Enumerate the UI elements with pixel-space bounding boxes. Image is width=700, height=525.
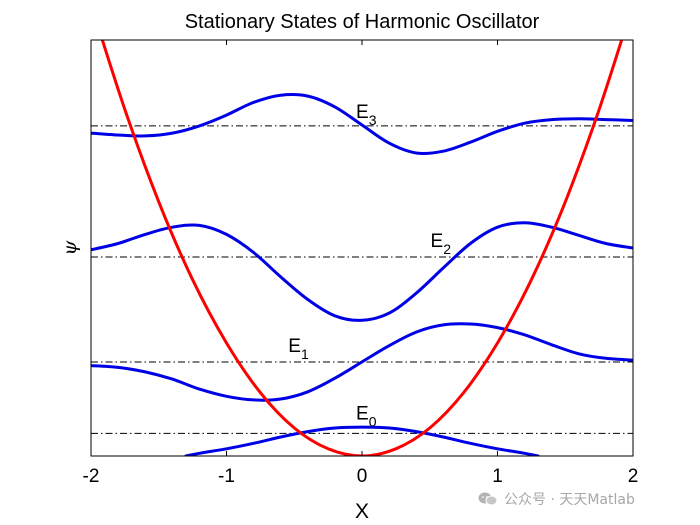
potential-curve xyxy=(100,40,624,456)
x-tick-label: 1 xyxy=(492,466,503,487)
x-tick-label: -1 xyxy=(218,466,235,487)
x-tick-label: 2 xyxy=(628,466,639,487)
level-label-E1: E1 xyxy=(288,336,309,362)
wavefunction-line-2 xyxy=(91,221,633,322)
watermark-text: 公众号 · 天天Matlab xyxy=(504,492,635,508)
level-label-E3: E3 xyxy=(356,102,377,128)
wavefunction-line-1 xyxy=(91,322,633,402)
wavefunction-line-3 xyxy=(91,92,633,156)
x-axis-ticks: -2 -1 0 1 2 xyxy=(83,40,639,487)
x-tick-label: -2 xyxy=(83,466,100,487)
wavefunction-line-0 xyxy=(184,425,540,456)
level-label-E2: E2 xyxy=(431,231,452,257)
energy-levels-layer xyxy=(91,92,633,456)
potential-layer xyxy=(100,40,624,456)
wechat-icon xyxy=(478,492,498,506)
watermark: 公众号 · 天天Matlab xyxy=(478,488,635,510)
chart-title: Stationary States of Harmonic Oscillator xyxy=(185,11,540,33)
x-axis-label: X xyxy=(355,500,369,523)
y-axis-label: ψ xyxy=(59,239,81,255)
level-labels-layer: E0 E1 E2 E3 xyxy=(288,102,451,429)
level-label-E0: E0 xyxy=(356,403,377,429)
x-tick-label: 0 xyxy=(357,466,368,487)
